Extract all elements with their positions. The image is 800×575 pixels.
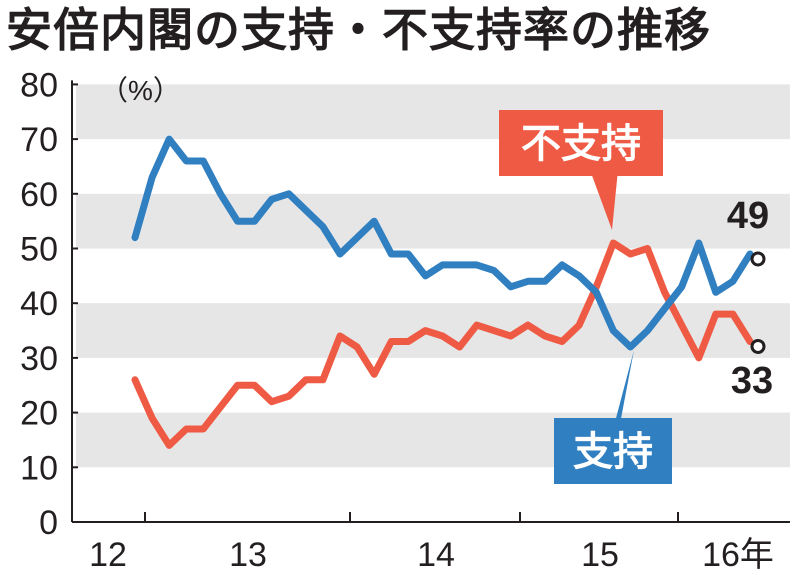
support-series-label: 支持 (573, 429, 653, 475)
y-tick-label: 50 (20, 231, 58, 269)
x-tick-label: 16年 (702, 536, 774, 574)
y-tick-label: 20 (20, 395, 58, 433)
support-end-value: 49 (727, 195, 769, 237)
series-end-marker (750, 338, 766, 354)
series-lines (131, 135, 766, 449)
axes (71, 80, 790, 523)
x-axis-ticks: 12 13 14 15 16年 (89, 512, 774, 574)
series-end-marker (750, 251, 766, 267)
grid-bands (76, 84, 790, 468)
y-tick-label: 70 (20, 121, 58, 159)
nonsupport-callout-box (499, 110, 663, 176)
series-line-nonsupport (131, 239, 754, 449)
unit-label: （%） (100, 75, 181, 106)
x-tick-label: 13 (229, 536, 267, 574)
x-tick-label: 15 (581, 536, 619, 574)
grid-band (76, 412, 790, 468)
y-tick-label: 40 (20, 285, 58, 323)
y-tick-label: 10 (20, 449, 58, 487)
support-callout-box (554, 418, 672, 484)
y-axis-ticks: 0 10 20 30 40 50 60 70 80 (20, 66, 78, 542)
nonsupport-end-value: 33 (731, 360, 773, 402)
nonsupport-series-label: 不支持 (521, 121, 641, 167)
y-tick-label: 30 (20, 340, 58, 378)
nonsupport-callout-pointer (590, 170, 618, 230)
grid-band (76, 193, 790, 249)
y-tick-label: 80 (20, 66, 58, 104)
x-tick-label: 14 (417, 536, 455, 574)
series-labels: 支持 不支持 49 33 (499, 110, 773, 484)
y-tick-label: 0 (39, 504, 58, 542)
series-line-support (131, 135, 754, 351)
grid-band (76, 84, 790, 140)
y-tick-label: 60 (20, 176, 58, 214)
chart-title: 安倍内閣の支持・不支持率の推移 (6, 3, 711, 57)
x-tick-label: 12 (89, 536, 127, 574)
